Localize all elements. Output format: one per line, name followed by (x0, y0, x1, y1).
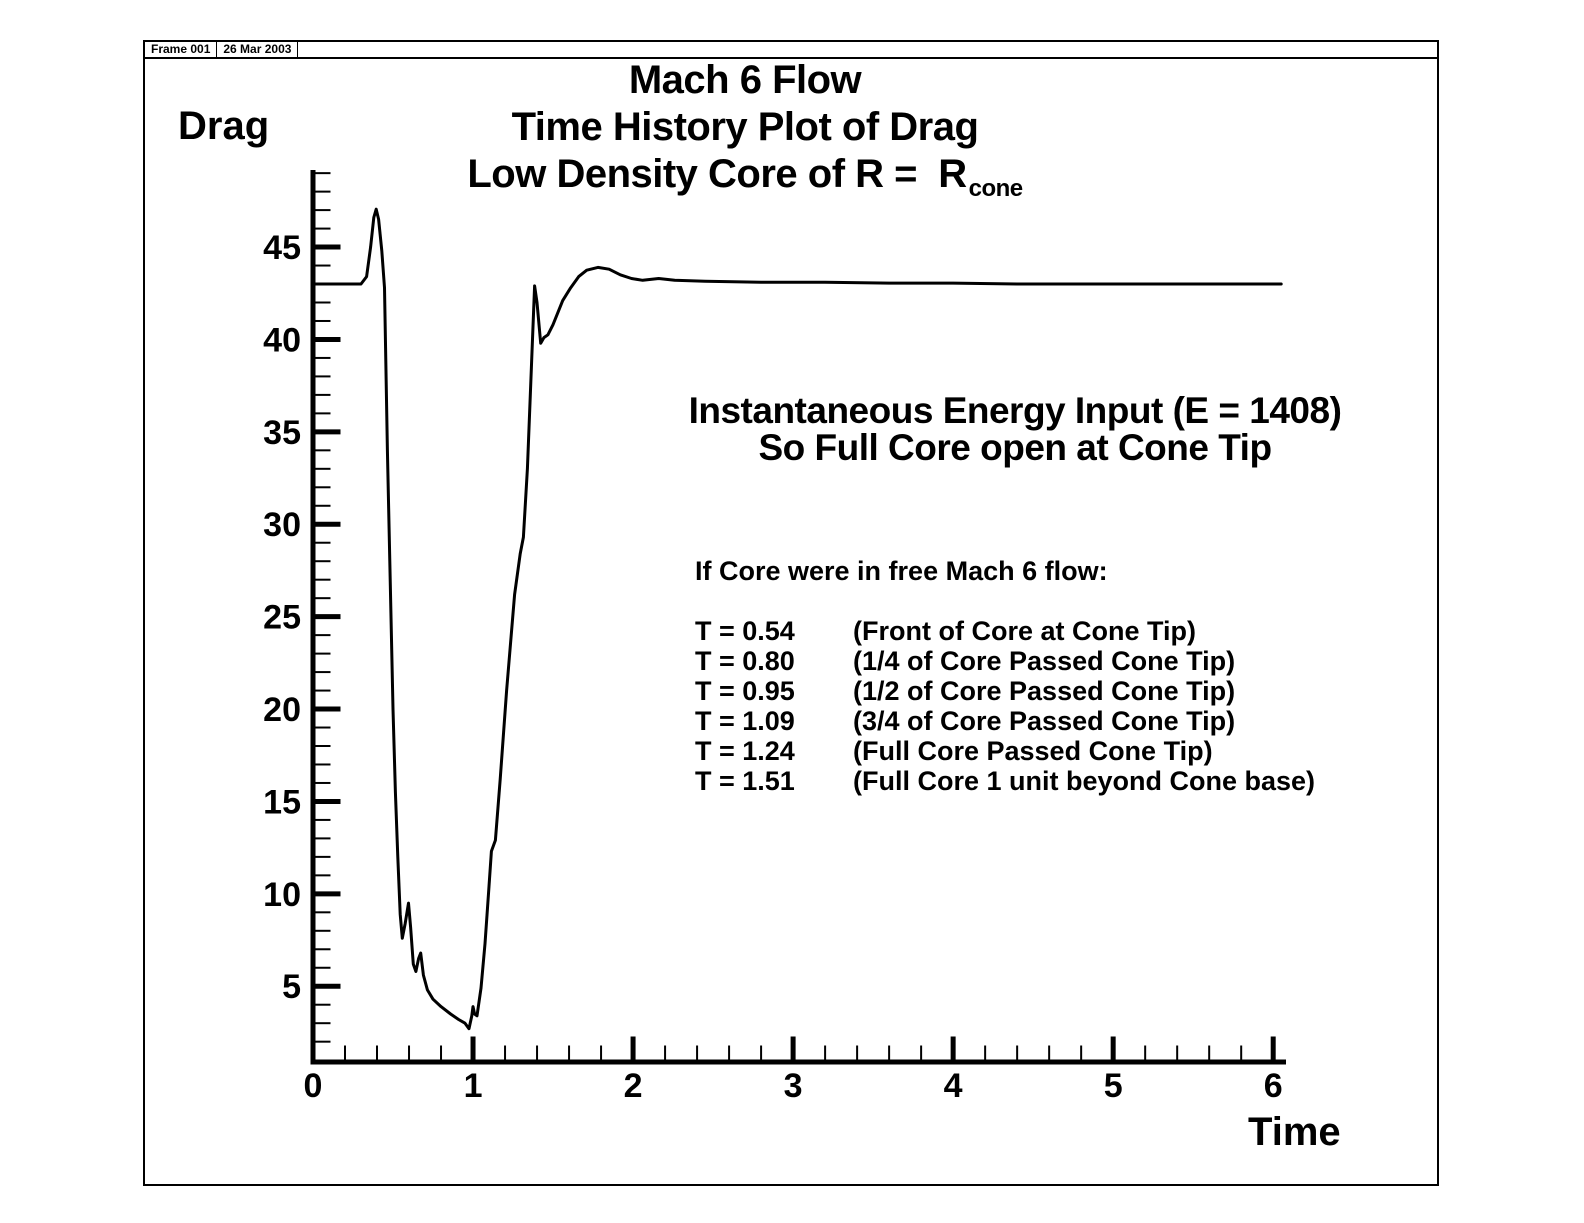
chart-title-line2: Time History Plot of Drag (511, 105, 979, 149)
chart-title-line3: Low Density Core of R = Rcone (467, 152, 1024, 202)
x-axis-ticks (344, 1036, 1276, 1060)
svg-text:20: 20 (263, 691, 301, 729)
y-axis-ticks (315, 172, 341, 1043)
core-annotation: If Core were in free Mach 6 flow: T = 0.… (695, 556, 1315, 796)
t-value-row: T = 1.51 (Full Core 1 unit beyond Cone ba… (695, 766, 1316, 796)
svg-text:3: 3 (784, 1067, 803, 1105)
svg-text:4: 4 (944, 1067, 963, 1105)
svg-text:2: 2 (624, 1067, 643, 1105)
svg-text:25: 25 (263, 599, 301, 637)
frame-date: 26 Mar 2003 (217, 42, 299, 57)
frame-label: Frame 001 (145, 42, 218, 57)
drag-curve (311, 207, 1283, 1031)
svg-text:45: 45 (263, 229, 301, 267)
axes (310, 170, 1286, 1065)
t-value-row: T = 1.24 (Full Core Passed Cone Tip) (695, 736, 1213, 766)
core-annotation-header: If Core were in free Mach 6 flow: (695, 556, 1108, 586)
svg-text:1: 1 (464, 1067, 483, 1105)
svg-text:10: 10 (263, 876, 301, 914)
y-axis-tick-labels: 5 10 15 20 25 30 35 40 45 (263, 229, 301, 1006)
svg-text:35: 35 (263, 414, 301, 452)
energy-annotation-line2: So Full Core open at Cone Tip (758, 427, 1272, 468)
t-value-row: T = 0.80 (1/4 of Core Passed Cone Tip) (695, 646, 1236, 676)
t-value-row: T = 0.54 (Front of Core at Cone Tip) (695, 616, 1196, 646)
t-value-row: T = 1.09 (3/4 of Core Passed Cone Tip) (695, 706, 1236, 736)
chart-title: Mach 6 Flow Time History Plot of Drag Lo… (395, 57, 1095, 203)
frame-header: Frame 001 26 Mar 2003 (145, 42, 1437, 59)
chart-title-line1: Mach 6 Flow (628, 58, 862, 102)
svg-text:5: 5 (282, 968, 301, 1006)
svg-text:5: 5 (1104, 1067, 1123, 1105)
x-axis-tick-labels: 0 1 2 3 4 5 6 (304, 1067, 1283, 1105)
y-axis-title: Drag (178, 104, 270, 148)
energy-annotation-line1: Instantaneous Energy Input (E = 1408) (688, 390, 1342, 431)
r-cone-subscript: cone (968, 175, 1024, 202)
svg-text:30: 30 (263, 506, 301, 544)
x-axis-title: Time (1248, 1110, 1341, 1154)
svg-text:0: 0 (304, 1067, 323, 1105)
svg-text:15: 15 (263, 783, 301, 821)
energy-annotation: Instantaneous Energy Input (E = 1408) So… (645, 392, 1385, 466)
svg-text:6: 6 (1264, 1067, 1283, 1105)
t-value-list: T = 0.54 (Front of Core at Cone Tip) T = … (695, 616, 1315, 796)
t-value-row: T = 0.95 (1/2 of Core Passed Cone Tip) (695, 676, 1236, 706)
svg-text:40: 40 (263, 321, 301, 359)
plot-frame: Frame 001 26 Mar 2003 (143, 40, 1439, 1186)
